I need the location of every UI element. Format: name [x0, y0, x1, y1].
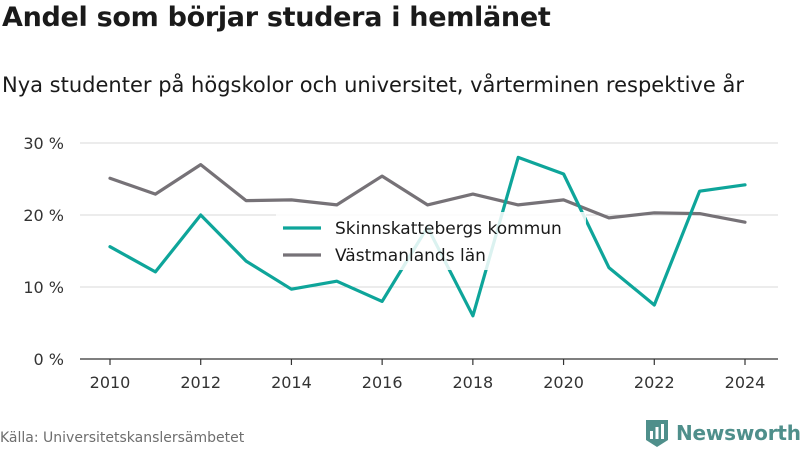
y-tick-label: 20 %	[23, 206, 64, 225]
x-tick-label: 2010	[90, 373, 131, 392]
x-axis: 2010 2012 2014 2016 2018 2020 2022 2024	[80, 358, 778, 392]
legend-label: Västmanlands län	[335, 246, 486, 266]
x-tick-label: 2024	[725, 373, 766, 392]
legend-label: Skinnskattebergs kommun	[335, 219, 562, 239]
brand-logo: Newsworthy	[644, 418, 800, 448]
y-tick-label: 30 %	[23, 134, 64, 153]
source-note: Källa: Universitetskanslersämbetet	[0, 430, 245, 446]
newsworthy-logo-icon	[646, 420, 668, 447]
legend-background	[276, 212, 586, 270]
y-tick-label: 0 %	[34, 350, 64, 369]
x-tick-label: 2020	[543, 373, 584, 392]
y-axis-tick-labels: 0 % 10 % 20 % 30 %	[23, 134, 64, 369]
brand-name: Newsworthy	[676, 421, 800, 445]
series-line-2	[108, 163, 747, 224]
x-tick-label: 2012	[180, 373, 221, 392]
x-tick-label: 2018	[452, 373, 493, 392]
x-tick-label: 2016	[362, 373, 403, 392]
y-tick-label: 10 %	[23, 278, 64, 297]
chart-subtitle: Nya studenter på högskolor och universit…	[2, 73, 744, 97]
legend: Skinnskattebergs kommun Västmanlands län	[276, 212, 586, 270]
x-tick-label: 2014	[271, 373, 312, 392]
chart-title: Andel som börjar studera i hemlänet	[2, 2, 551, 33]
x-tick-label: 2022	[634, 373, 675, 392]
